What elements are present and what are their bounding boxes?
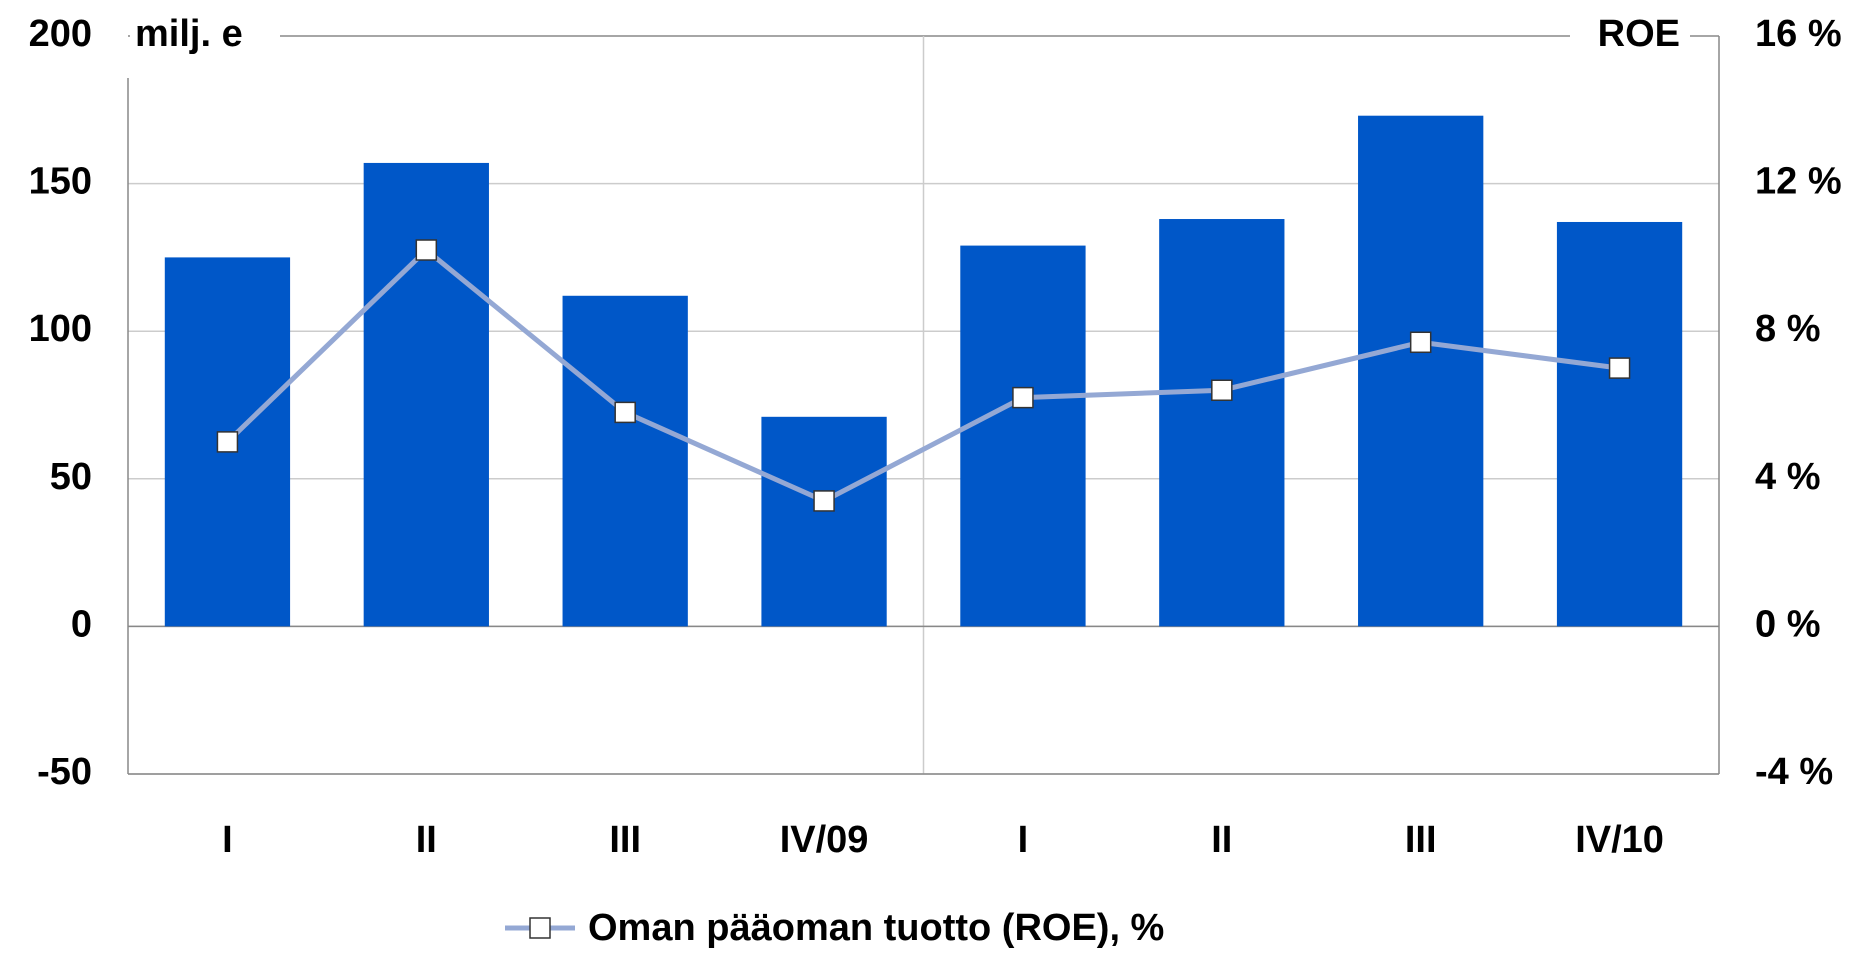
bar (562, 295, 688, 627)
y-tick-label: 100 (29, 308, 92, 350)
x-tick-label: IV/10 (1575, 819, 1664, 861)
x-tick-label: II (416, 819, 437, 861)
x-tick-label: I (222, 819, 233, 861)
y-tick-label: -50 (37, 751, 92, 793)
y2-axis-label: ROE (1598, 13, 1680, 55)
marker (216, 431, 239, 453)
y-tick-label: 0 (71, 603, 92, 645)
line (225, 246, 1620, 504)
marker (415, 239, 438, 261)
x-tick-label: I (1018, 819, 1029, 861)
y-tick-label: 50 (50, 456, 92, 498)
y2-tick-label: 12 % (1755, 161, 1842, 203)
marker (813, 490, 835, 512)
marker (1012, 386, 1034, 409)
y2-tick-label: -4 % (1755, 751, 1833, 793)
x-tick-label: III (1405, 819, 1437, 861)
bar (1556, 221, 1683, 627)
y-axis-label: milj. e (135, 13, 243, 55)
legend-label: Oman pääoman tuotto (ROE), % (588, 907, 1164, 949)
bar (1358, 115, 1484, 627)
marker (614, 401, 636, 424)
marker (1608, 357, 1631, 379)
y-tick-label: 150 (29, 161, 92, 203)
y2-tick-label: 4 % (1755, 456, 1820, 498)
label-mask (130, 14, 280, 58)
bar (960, 245, 1086, 627)
marker (1409, 331, 1432, 354)
x-tick-label: II (1211, 819, 1232, 861)
bar (1159, 219, 1285, 627)
label-mask (1570, 14, 1690, 58)
legend-marker (529, 917, 551, 939)
y2-tick-label: 16 % (1755, 13, 1842, 55)
y-tick-label: 200 (29, 13, 92, 55)
bar (761, 416, 887, 627)
marker (1211, 379, 1233, 401)
x-tick-label: III (609, 819, 641, 861)
bar (363, 162, 489, 627)
y2-tick-label: 0 % (1755, 603, 1820, 645)
y2-tick-label: 8 % (1755, 308, 1820, 350)
x-tick-label: IV/09 (780, 819, 869, 861)
